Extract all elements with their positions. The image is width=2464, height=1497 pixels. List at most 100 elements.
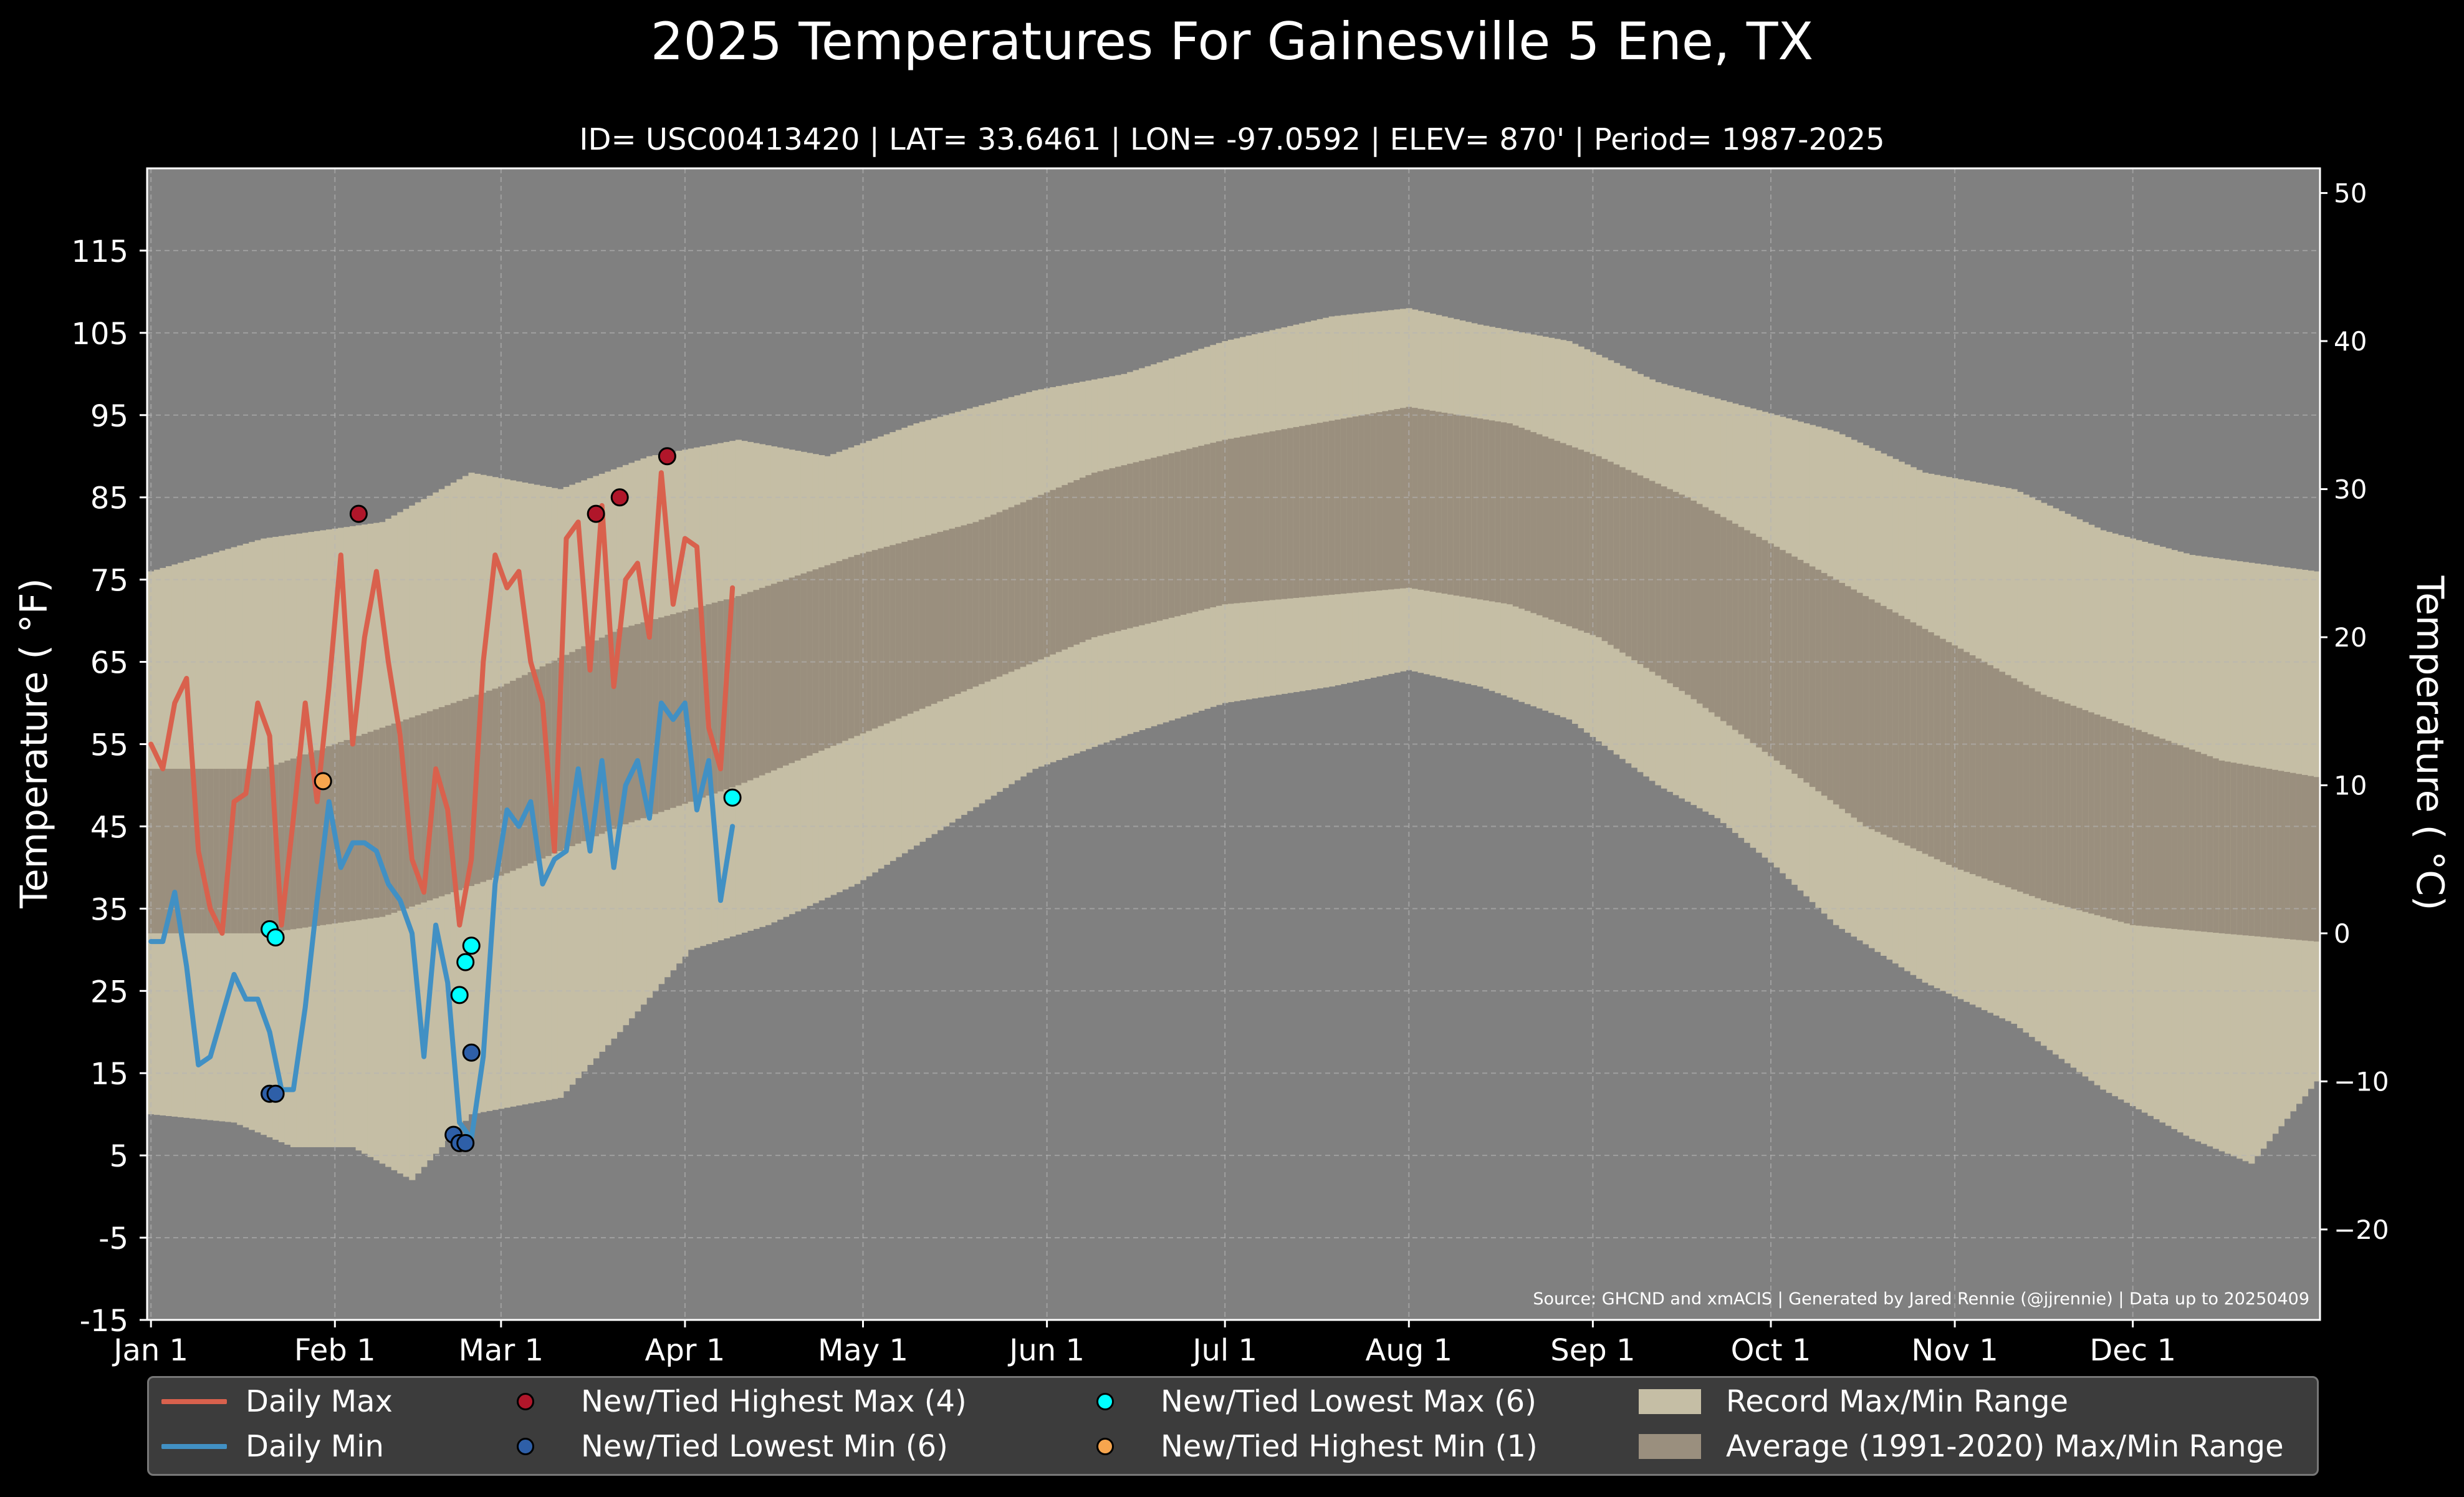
- normal-range-bar: [812, 569, 819, 754]
- normal-range-bar: [777, 581, 784, 768]
- normal-range-bar: [1305, 425, 1311, 597]
- normal-range-bar: [308, 752, 315, 927]
- normal-range-bar: [1507, 423, 1513, 605]
- highest-max-marker: [658, 447, 676, 466]
- normal-range-bar: [1008, 507, 1015, 672]
- normal-range-bar: [492, 688, 499, 878]
- normal-range-bar: [2023, 685, 2030, 894]
- normal-range-bar: [598, 637, 606, 834]
- normal-range-bar: [1376, 412, 1383, 591]
- x-tick-label: Jan 1: [112, 1333, 188, 1368]
- legend-item-record-range: Record Max/Min Range: [1639, 1384, 2068, 1419]
- normal-range-bar: [1981, 662, 1988, 878]
- normal-range-bar: [1963, 652, 1970, 872]
- normal-range-bar: [1839, 582, 1846, 809]
- normal-range-bar: [1144, 459, 1151, 624]
- normal-range-bar: [415, 715, 421, 905]
- normal-range-bar: [1625, 469, 1632, 657]
- normal-range-bar: [1394, 408, 1401, 589]
- y-tick-label-left: 45: [90, 810, 128, 845]
- x-tick-label: Apr 1: [645, 1333, 726, 1368]
- normal-range-bar: [1548, 438, 1555, 620]
- normal-range-bar: [907, 540, 914, 714]
- y-tick-label-left: 25: [90, 975, 128, 1009]
- normal-range-bar: [462, 698, 469, 888]
- highest-max-marker: [349, 504, 368, 523]
- normal-range-bar: [1844, 586, 1852, 814]
- normal-range-bar: [1429, 410, 1436, 592]
- axes: -15 -5 5 15 25 35 45 55 65 75 85 95 105 115 −20 −10 0 10 2…: [71, 167, 2389, 1368]
- normal-range-bar: [1631, 473, 1638, 660]
- normal-range-bar: [2272, 769, 2279, 938]
- highest-max-marker: [610, 488, 629, 507]
- normal-range-bar: [219, 769, 226, 933]
- normal-range-bar: [373, 729, 380, 918]
- normal-range-bar: [2183, 747, 2190, 930]
- normal-range-bar: [2011, 678, 2018, 890]
- normal-range-bar: [1311, 423, 1318, 597]
- normal-range-bar: [990, 514, 997, 680]
- normal-range-bar: [450, 703, 458, 892]
- normal-range-bar: [1762, 540, 1768, 752]
- normal-range-bar: [1447, 413, 1454, 595]
- y-tick-label-left: 15: [90, 1057, 128, 1092]
- normal-range-bar: [2082, 710, 2089, 912]
- normal-range-bar: [1186, 448, 1193, 614]
- normal-range-swatch: [1639, 1434, 1701, 1459]
- normal-range-bar: [266, 766, 273, 933]
- daily-min-swatch: [161, 1444, 227, 1449]
- normal-range-bar: [1554, 441, 1561, 622]
- normal-range-bar: [1263, 432, 1270, 601]
- normal-range-bar: [1032, 497, 1038, 662]
- normal-range-bar: [1346, 417, 1353, 594]
- normal-range-bar: [1608, 461, 1614, 645]
- normal-range-bar: [1026, 499, 1033, 665]
- normal-range-bar: [2141, 732, 2149, 927]
- normal-range-bar: [444, 705, 451, 895]
- normal-range-bar: [1062, 484, 1068, 650]
- normal-range-bar: [842, 559, 849, 741]
- normal-range-bar: [1797, 559, 1804, 779]
- normal-range-bar: [1038, 494, 1045, 660]
- normal-range-bar: [2088, 712, 2095, 914]
- normal-range-bar: [1382, 411, 1389, 590]
- x-tick-label: Sep 1: [1550, 1333, 1635, 1368]
- normal-range-bar: [871, 550, 878, 729]
- daily-max-swatch: [161, 1399, 227, 1404]
- normal-range-bar: [1696, 504, 1704, 704]
- normal-range-bar: [1637, 475, 1644, 665]
- normal-range-bar: [1151, 458, 1158, 623]
- normal-range-bar: [1459, 415, 1466, 597]
- normal-range-bar: [1862, 596, 1869, 827]
- normal-range-bar: [1756, 537, 1763, 748]
- normal-range-bar: [1257, 433, 1264, 602]
- x-tick-label: Aug 1: [1366, 1333, 1453, 1368]
- normal-range-bar: [1316, 423, 1323, 596]
- normal-range-bar: [563, 655, 570, 849]
- y-tick-label-left: 75: [90, 564, 128, 599]
- x-tick-label: Oct 1: [1731, 1333, 1811, 1368]
- normal-range-bar: [2136, 729, 2142, 926]
- normal-range-bar: [2236, 763, 2243, 935]
- normal-range-bar: [931, 533, 938, 704]
- normal-range-bar: [1934, 635, 1940, 860]
- normal-range-bar: [2230, 763, 2237, 935]
- normal-range-bar: [1679, 494, 1685, 691]
- normal-range-bar: [2058, 701, 2065, 906]
- normal-range-bar: [504, 683, 511, 874]
- legend-item-lowest-min: New/Tied Lowest Min (6): [492, 1429, 948, 1464]
- normal-range-bar: [795, 575, 802, 761]
- normal-range-bar: [1239, 436, 1247, 603]
- normal-range-bar: [468, 696, 475, 887]
- normal-range-bar: [1269, 431, 1276, 600]
- normal-range-bar: [646, 620, 653, 816]
- normal-range-bar: [635, 623, 641, 821]
- normal-range-bar: [2064, 703, 2071, 907]
- normal-range-bar: [326, 746, 333, 925]
- normal-range-bar: [1281, 429, 1288, 599]
- normal-range-bar: [1922, 628, 1929, 854]
- normal-range-bar: [1091, 473, 1098, 637]
- normal-range-bar: [290, 758, 297, 930]
- normal-range-bar: [1483, 419, 1490, 601]
- normal-range-bar: [2017, 681, 2024, 892]
